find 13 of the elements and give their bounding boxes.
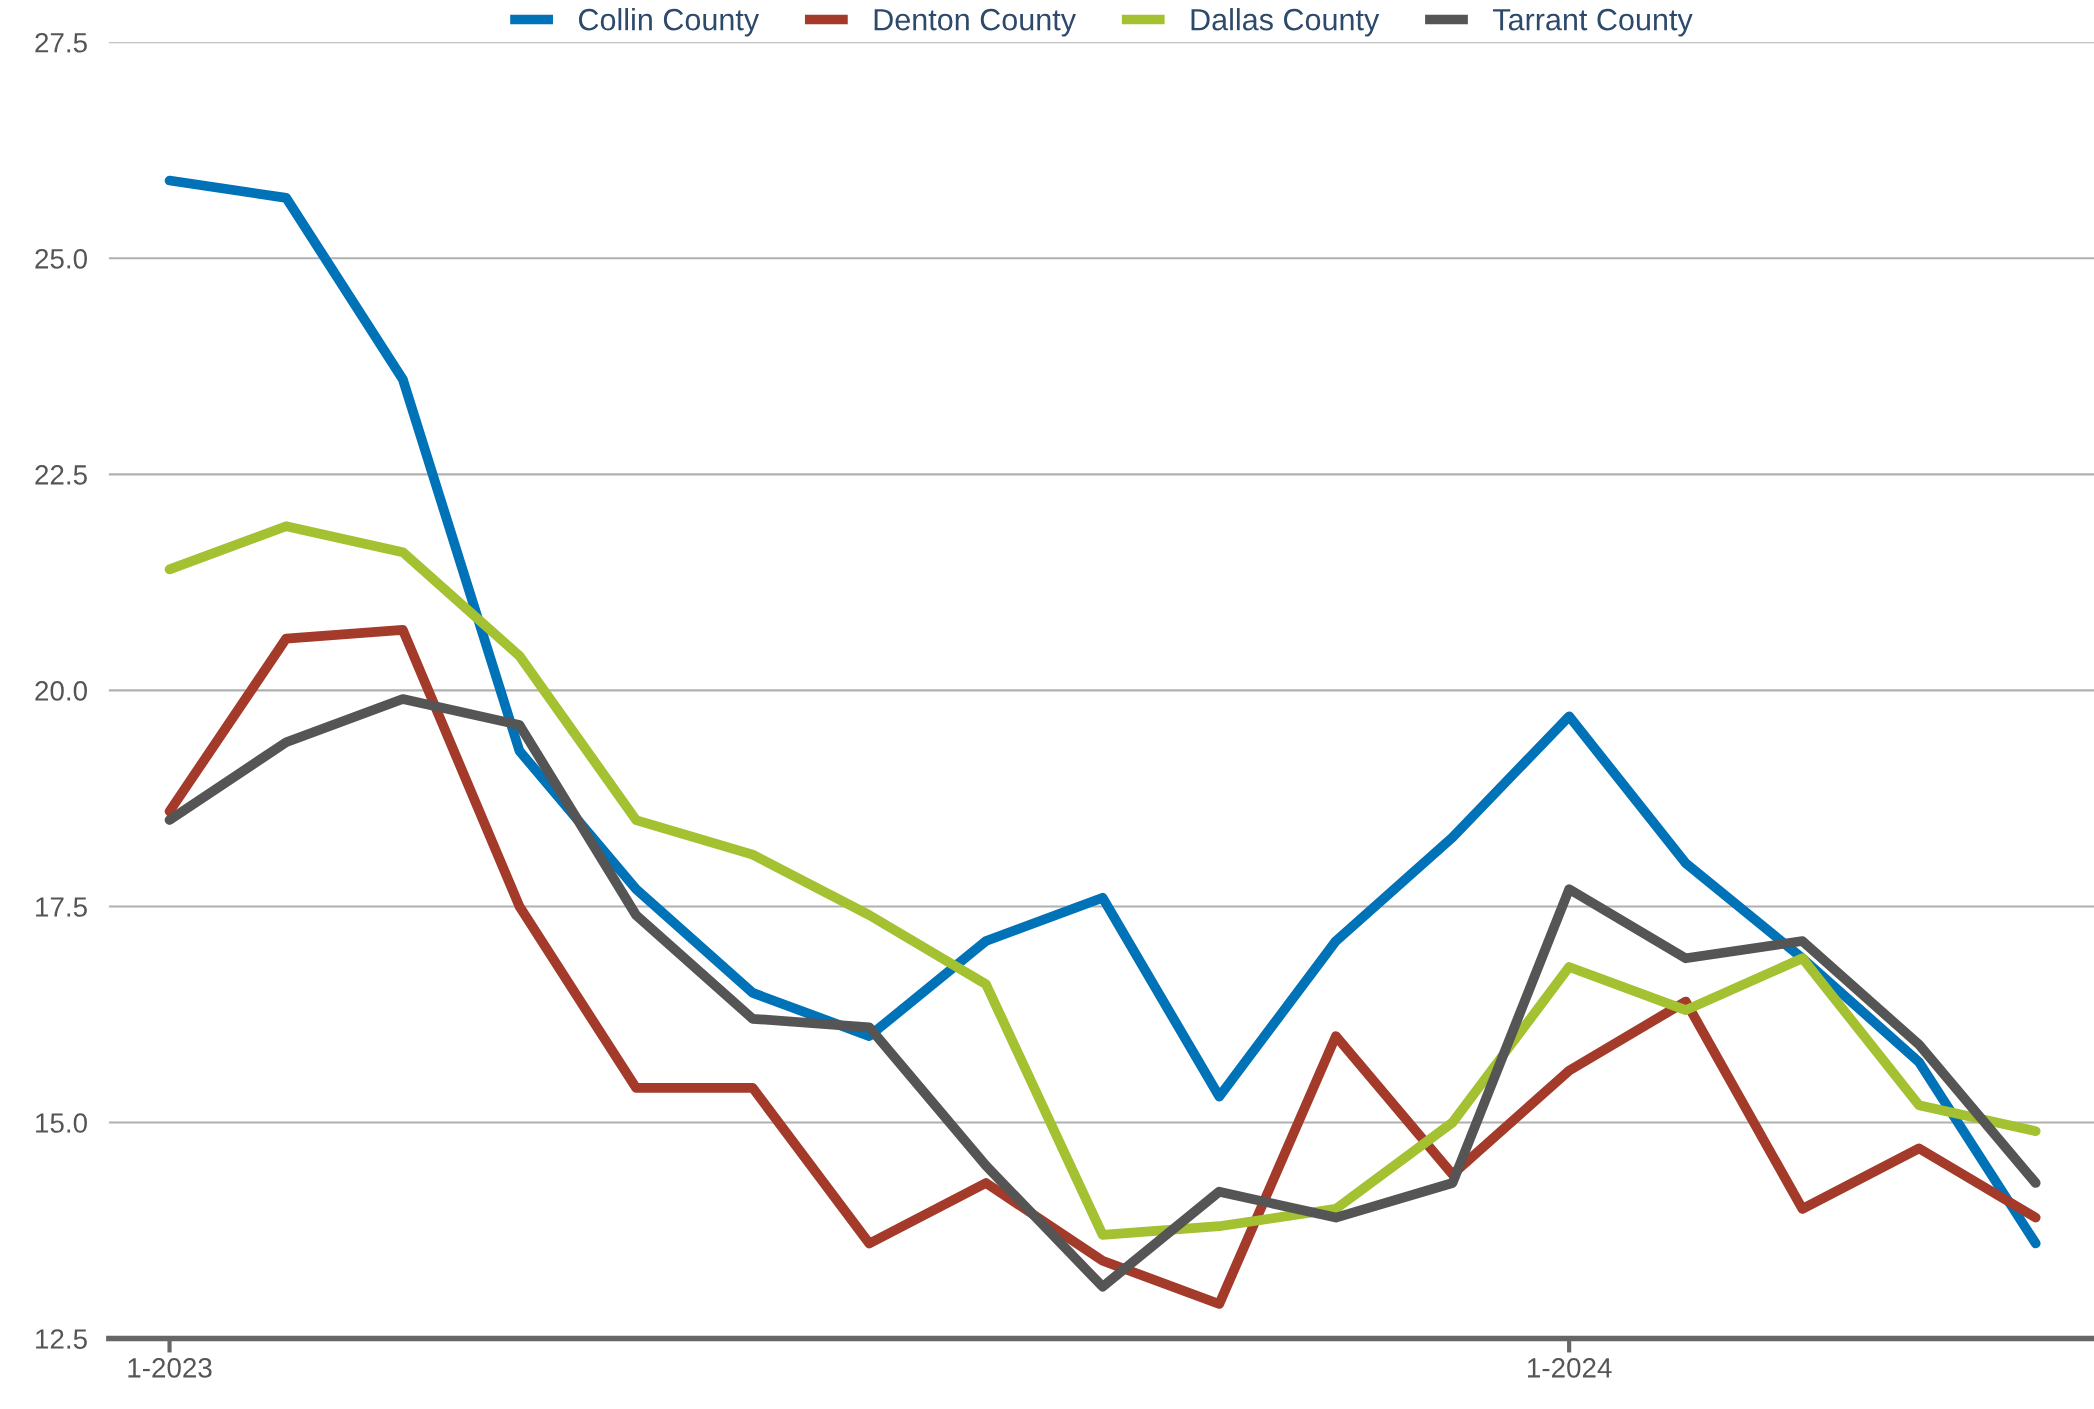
y-tick-label: 27.5 — [35, 32, 87, 53]
y-tick-label: 15.0 — [36, 1113, 87, 1133]
legend-label: Tarrant County — [1493, 8, 1693, 37]
y-tick-label: 12.5 — [36, 1329, 87, 1349]
x-tick-label: 1-2023 — [128, 1358, 212, 1378]
legend-label: Dallas County — [1191, 8, 1380, 37]
y-tick-label: 22.5 — [35, 465, 87, 485]
legend-label: Collin County — [578, 8, 760, 37]
x-tick-label: 1-2024 — [1528, 1358, 1612, 1378]
legend-label: Denton County — [874, 8, 1076, 37]
y-tick-label: 17.5 — [36, 897, 87, 917]
y-tick-label: 25.0 — [35, 248, 87, 269]
y-tick-label: 20.0 — [35, 681, 87, 701]
